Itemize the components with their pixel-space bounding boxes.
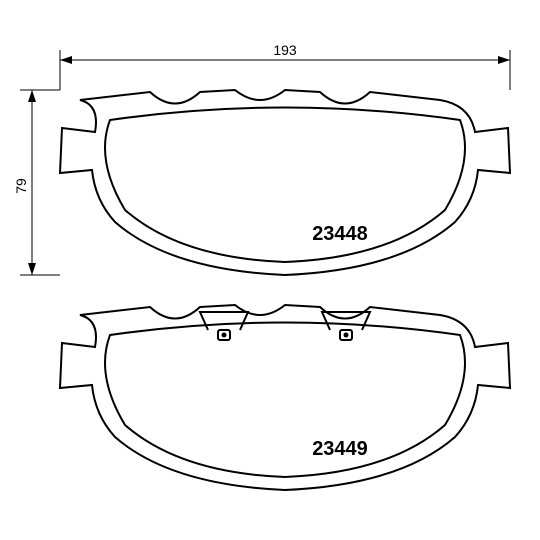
width-dimension: 193 <box>60 42 510 90</box>
sensor-clip-left-icon <box>200 312 248 340</box>
top-part-number: 23448 <box>312 223 368 245</box>
top-brake-pad: 23448 <box>60 90 510 275</box>
bottom-brake-pad: 23449 <box>60 305 510 490</box>
height-dim-label: 79 <box>13 178 29 194</box>
width-dim-label: 193 <box>273 42 297 58</box>
bottom-part-number: 23449 <box>312 438 368 460</box>
height-dimension: 79 <box>13 90 60 275</box>
sensor-clip-right-icon <box>322 312 370 340</box>
